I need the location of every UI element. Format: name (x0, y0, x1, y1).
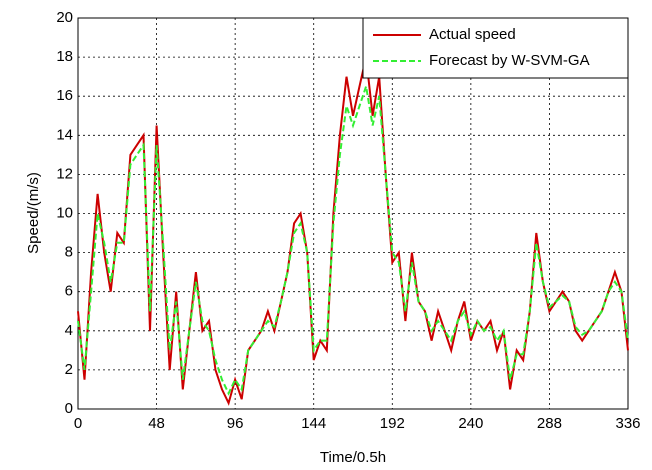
x-tick-label: 48 (148, 415, 165, 432)
y-tick-label: 2 (65, 361, 73, 378)
legend-label: Forecast by W-SVM-GA (429, 52, 590, 69)
x-tick-label: 336 (615, 415, 640, 432)
x-tick-label: 96 (227, 415, 244, 432)
y-tick-label: 6 (65, 283, 73, 300)
legend-label: Actual speed (429, 26, 516, 43)
y-axis-label: Speed/(m/s) (25, 172, 42, 254)
y-tick-label: 4 (65, 322, 73, 339)
legend-box (362, 17, 629, 79)
x-tick-label: 0 (74, 415, 82, 432)
x-tick-label: 144 (301, 415, 326, 432)
x-axis-label: Time/0.5h (320, 449, 386, 466)
y-tick-label: 8 (65, 244, 73, 261)
data-line (77, 86, 629, 396)
y-tick-label: 16 (56, 87, 73, 104)
legend: Actual speed Forecast by W-SVM-GA (362, 17, 629, 79)
data-line (77, 56, 629, 406)
x-tick-label: 240 (458, 415, 483, 432)
y-tick-label: 10 (56, 204, 73, 221)
y-tick-label: 12 (56, 165, 73, 182)
x-tick-label: 288 (537, 415, 562, 432)
y-tick-label: 18 (56, 48, 73, 65)
y-tick-label: 0 (65, 400, 73, 417)
x-tick-label: 192 (380, 415, 405, 432)
y-tick-label: 20 (56, 9, 73, 26)
plot-frame (77, 17, 629, 410)
y-tick-label: 14 (56, 126, 73, 143)
